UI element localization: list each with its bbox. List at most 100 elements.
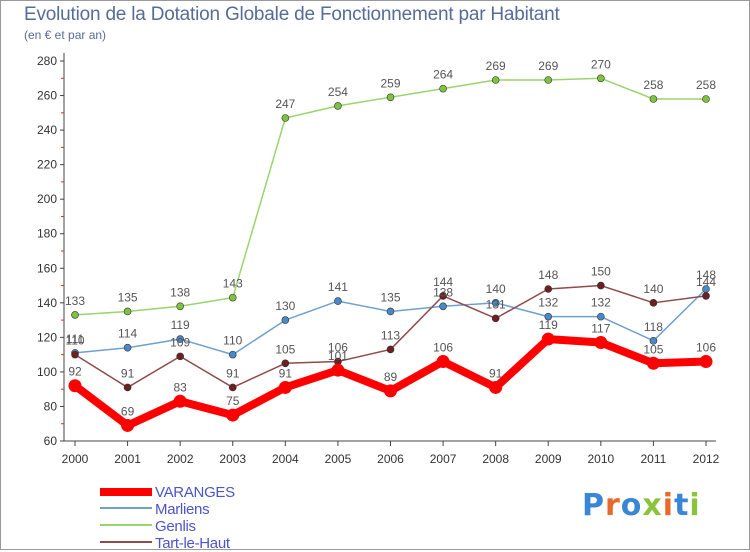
data-point (594, 336, 608, 350)
y-tick-label: 120 (37, 330, 57, 344)
legend-label: Marliens (155, 501, 210, 518)
data-label: 110 (65, 334, 84, 348)
data-label: 119 (171, 318, 190, 332)
x-tick-label: 2001 (114, 452, 141, 466)
x-tick-label: 2009 (535, 452, 562, 466)
data-label: 264 (433, 68, 453, 82)
x-tick-label: 2006 (377, 452, 404, 466)
data-label: 132 (591, 296, 611, 310)
data-label: 92 (68, 365, 82, 379)
data-label: 269 (538, 59, 558, 73)
data-point (649, 337, 658, 345)
data-point (649, 95, 658, 103)
data-point (281, 114, 290, 122)
data-label: 144 (696, 275, 716, 289)
data-label: 106 (328, 341, 348, 355)
data-label: 143 (223, 277, 243, 291)
data-label: 135 (380, 290, 400, 304)
logo-letter: P (582, 488, 605, 523)
data-point (541, 332, 555, 346)
data-label: 259 (380, 76, 400, 90)
data-label: 270 (591, 57, 611, 71)
data-point (176, 302, 184, 311)
data-point (228, 383, 237, 392)
data-point (702, 292, 710, 300)
x-tick-label: 2005 (325, 452, 352, 466)
data-point (491, 314, 500, 323)
data-point (278, 380, 292, 394)
x-tick-label: 2000 (62, 452, 89, 466)
x-tick-label: 2010 (587, 452, 614, 466)
x-tick-label: 2007 (430, 452, 457, 466)
data-point (123, 383, 132, 392)
logo-letter: r (605, 488, 621, 523)
data-point (228, 293, 237, 302)
data-label: 91 (226, 366, 240, 380)
y-tick-label: 60 (44, 434, 58, 448)
data-label: 132 (538, 296, 558, 310)
data-point (121, 418, 135, 432)
x-tick-label: 2011 (641, 452, 667, 466)
data-point (491, 299, 500, 307)
legend-swatch-varanges (100, 488, 152, 496)
data-point (489, 380, 503, 394)
data-label: 114 (118, 327, 137, 341)
data-label: 247 (275, 97, 295, 111)
legend-swatch-tart-le-haut (100, 541, 152, 543)
data-label: 118 (644, 320, 663, 334)
data-point (702, 95, 710, 103)
data-point (228, 350, 237, 359)
data-label: 148 (538, 268, 558, 282)
y-tick-label: 240 (37, 123, 57, 137)
logo-letter: t (674, 488, 690, 523)
data-point (281, 359, 290, 368)
data-point (71, 311, 79, 319)
data-label: 140 (643, 282, 663, 296)
data-label: 106 (433, 341, 453, 355)
data-point (597, 74, 605, 83)
logo-letter: i (662, 488, 675, 523)
data-point (597, 281, 605, 290)
data-point (544, 312, 553, 321)
data-point (439, 84, 447, 93)
data-label: 150 (591, 265, 611, 279)
data-point (597, 312, 605, 321)
data-label: 144 (433, 275, 453, 289)
data-point (544, 285, 553, 293)
chart-title: Evolution de la Dotation Globale de Fonc… (24, 4, 560, 25)
data-point (436, 355, 450, 369)
logo-letter: x (642, 488, 663, 523)
y-tick-label: 220 (37, 158, 57, 172)
data-label: 110 (223, 334, 242, 348)
y-tick-label: 180 (37, 227, 57, 241)
data-point (71, 350, 79, 359)
data-label: 258 (696, 78, 716, 92)
data-point (386, 93, 395, 102)
data-label: 75 (226, 394, 240, 408)
data-label: 141 (328, 280, 348, 294)
data-point (386, 345, 395, 354)
y-tick-label: 280 (37, 54, 57, 68)
data-point (123, 343, 132, 352)
x-tick-label: 2003 (219, 452, 246, 466)
data-point (173, 394, 187, 408)
data-label: 101 (328, 349, 348, 363)
chart-subtitle: (en € et par an) (24, 28, 107, 42)
data-label: 91 (489, 366, 503, 380)
data-label: 138 (170, 285, 190, 299)
data-label: 69 (121, 404, 135, 418)
data-label: 91 (279, 366, 293, 380)
data-point (646, 356, 660, 370)
data-label: 258 (643, 78, 663, 92)
logo-letter: o (620, 488, 643, 523)
series-line-genlis (74, 77, 707, 316)
data-point (544, 76, 553, 84)
data-label: 135 (118, 290, 138, 304)
data-point (386, 307, 395, 316)
data-label: 109 (170, 335, 190, 349)
data-point (491, 76, 500, 84)
legend-swatch-genlis (100, 524, 152, 526)
y-tick-label: 160 (37, 261, 57, 275)
